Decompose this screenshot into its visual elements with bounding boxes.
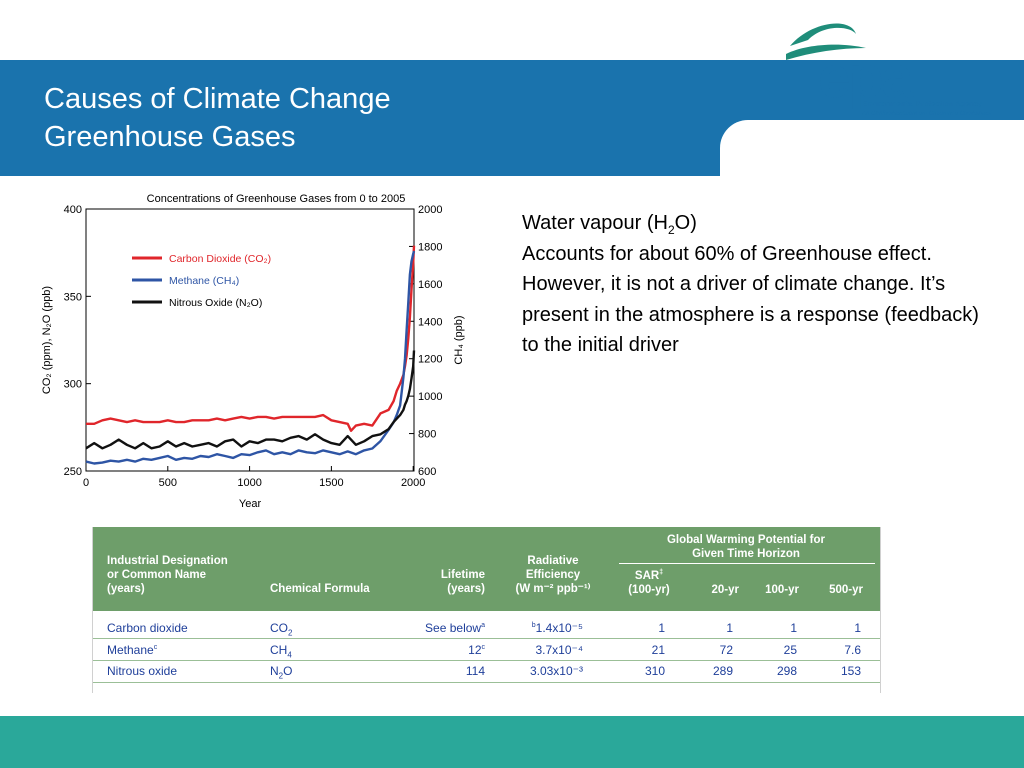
y-right-tick-label: 1000	[418, 391, 442, 403]
series-line-1	[85, 250, 416, 465]
row-divider	[93, 638, 880, 639]
row-sar: 21	[651, 643, 665, 657]
row-gwp20: 1	[726, 621, 733, 635]
row-gwp500: 7.6	[844, 643, 861, 657]
row-lifetime: See belowa	[425, 621, 485, 635]
y-right-tick-label: 1800	[418, 241, 442, 253]
gwp-table: Industrial Designation or Common Name (y…	[92, 527, 881, 693]
row-formula: CO2	[270, 621, 293, 638]
row-gwp500: 1	[854, 621, 861, 635]
legend-label: Carbon Dioxide (CO₂)	[169, 253, 271, 265]
greenhouse-gas-chart: Concentrations of Greenhouse Gases from …	[41, 193, 465, 510]
row-gwp100: 1	[790, 621, 797, 635]
y-left-tick-label: 250	[64, 466, 82, 478]
gwp-divider	[619, 563, 875, 564]
header-sar: SAR‡ (100-yr)	[628, 569, 670, 596]
y-right-tick-label: 1600	[418, 279, 442, 291]
legend-label: Methane (CH₄)	[169, 275, 239, 287]
legend-label: Nitrous Oxide (N₂O)	[169, 297, 262, 309]
header-formula: Chemical Formula	[270, 583, 370, 595]
header-notch	[720, 120, 1024, 176]
row-gwp20: 72	[719, 643, 733, 657]
row-sar: 1	[658, 621, 665, 635]
table-bottom-rule	[93, 682, 880, 683]
y-axis-label-right: CH₄ (ppb)	[453, 315, 465, 364]
slide-title: Causes of Climate Change Greenhouse Gase…	[44, 80, 391, 156]
chart-container: Concentrations of Greenhouse Gases from …	[26, 176, 488, 512]
header-lifetime: Lifetime (years)	[440, 569, 485, 595]
water-vapour-heading: Water vapour (H2O)	[522, 212, 697, 237]
y-left-tick-label: 300	[64, 379, 82, 391]
y-left-tick-label: 400	[64, 204, 82, 216]
x-tick-label: 1500	[319, 477, 343, 489]
row-gwp500: 153	[840, 664, 861, 678]
y-right-tick-label: 2000	[418, 204, 442, 216]
logo-swoosh-icon	[790, 23, 856, 46]
y-left-tick-label: 350	[64, 291, 82, 303]
y-right-tick-label: 1400	[418, 316, 442, 328]
x-tick-label: 2000	[401, 477, 425, 489]
x-tick-label: 500	[159, 477, 177, 489]
y-axis-label-left: CO₂ (ppm), N₂O (ppb)	[41, 286, 53, 394]
row-radiative-efficiency: 3.03x10⁻³	[529, 664, 583, 678]
header-radiative-efficiency: Radiative Efficiency (W m⁻² ppb⁻¹⁾	[515, 555, 591, 595]
chart-title: Concentrations of Greenhouse Gases from …	[147, 193, 406, 205]
row-gwp100: 298	[776, 664, 797, 678]
row-name: Carbon dioxide	[107, 621, 188, 635]
epa-logo: epa Environmental Protection Agency An G…	[786, 23, 992, 117]
y-right-tick-label: 800	[418, 429, 436, 441]
logo-org-name-irish: An Ghníomhaireacht um Chaomhnú Comhshaoi…	[861, 111, 992, 117]
table-header	[93, 527, 880, 611]
row-lifetime: 114	[465, 664, 485, 678]
y-right-tick-label: 1200	[418, 354, 442, 366]
logo-wordmark: epa	[818, 45, 915, 110]
row-radiative-efficiency: b1.4x10⁻⁵	[531, 621, 583, 635]
row-formula: CH4	[270, 643, 292, 660]
header-500yr: 500-yr	[829, 584, 863, 596]
slide-title-line2: Greenhouse Gases	[44, 121, 296, 153]
x-axis-label: Year	[239, 498, 262, 510]
header-100yr: 100-yr	[765, 584, 799, 596]
row-divider	[93, 660, 880, 661]
row-radiative-efficiency: 3.7x10⁻⁴	[535, 643, 583, 657]
header-gwp: Global Warming Potential for Given Time …	[666, 534, 826, 560]
water-vapour-note: Water vapour (H2O) Accounts for about 60…	[522, 208, 992, 361]
water-vapour-body: Accounts for about 60% of Greenhouse eff…	[522, 242, 979, 357]
row-gwp100: 25	[783, 643, 797, 657]
row-formula: N2O	[270, 664, 293, 681]
footer-band	[0, 716, 1024, 768]
slide-title-line1: Causes of Climate Change	[44, 83, 391, 115]
header-20yr: 20-yr	[711, 584, 740, 596]
y-right-tick-label: 600	[418, 466, 436, 478]
header-designation: Industrial Designation or Common Name (y…	[107, 555, 228, 595]
plot-frame	[85, 208, 415, 472]
row-name: Nitrous oxide	[107, 664, 178, 678]
row-lifetime: 12c	[468, 643, 485, 657]
row-sar: 310	[644, 664, 665, 678]
logo-org-name: Environmental Protection Agency	[862, 99, 983, 108]
x-tick-label: 1000	[237, 477, 261, 489]
row-name: Methanec	[107, 643, 158, 657]
row-gwp20: 289	[712, 664, 733, 678]
x-tick-label: 0	[83, 477, 89, 489]
series-line-2	[85, 350, 416, 450]
series-line-0	[86, 245, 416, 433]
